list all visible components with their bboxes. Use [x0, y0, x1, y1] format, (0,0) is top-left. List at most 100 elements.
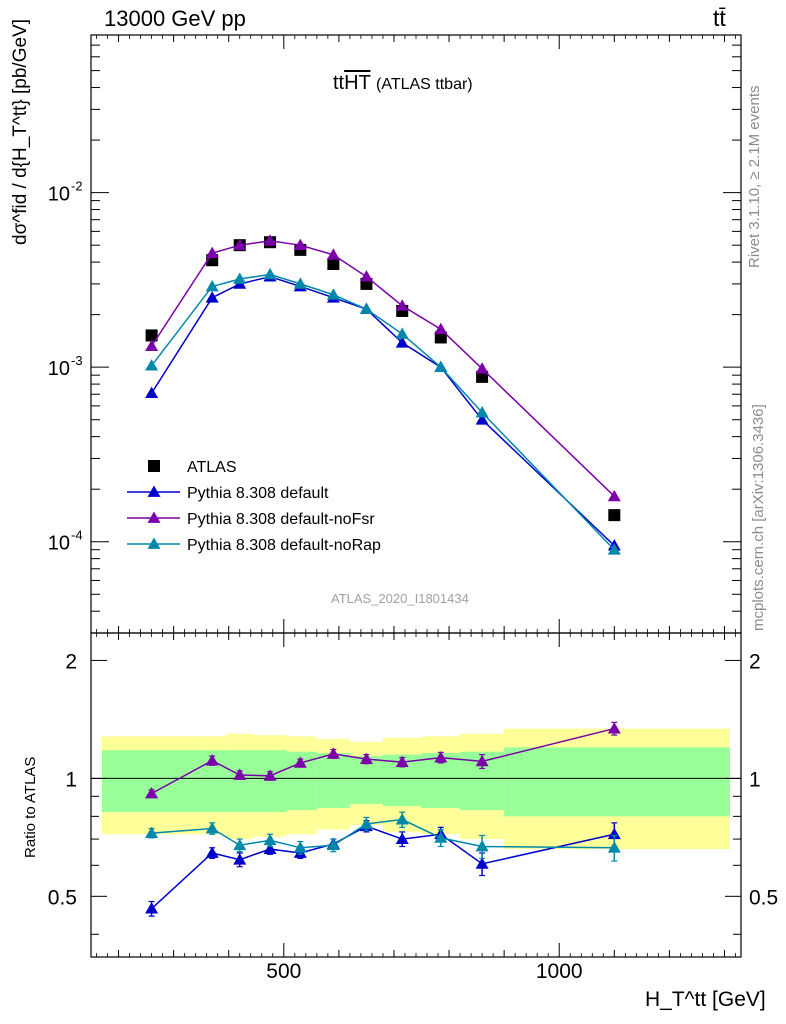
energy-label: 13000 GeV pp [104, 6, 246, 31]
band-inner-segment [102, 750, 202, 813]
y-tick-label: 10 [48, 184, 70, 206]
ratio-axis-label: Ratio to ATLAS [22, 756, 39, 858]
band-inner-segment [253, 750, 287, 813]
series-point-noFsr [359, 270, 373, 282]
legend-label-data: ATLAS [187, 459, 237, 476]
ratio-point-noRap [293, 841, 307, 853]
ratio-point-noRap [326, 838, 340, 851]
data-point-atlas [327, 258, 340, 271]
ratio-point-noFsr [263, 769, 277, 781]
legend-marker-noFsr [147, 511, 161, 523]
series-point-noRap [205, 279, 219, 292]
ratio-y-tick-label: 0.5 [48, 886, 77, 909]
plot-title: ttHT (ATLAS ttbar) [333, 72, 473, 95]
mcplots-label: mcplots.cern.ch [arXiv:1306.3436] [750, 404, 767, 631]
series-point-noRap [263, 267, 277, 280]
legend-label-noFsr: Pythia 8.308 default-noFsr [187, 511, 375, 528]
ratio-y-tick-label-right: 1 [749, 768, 761, 791]
plot-title-overline: HT [344, 72, 371, 94]
series-point-noRap [326, 288, 340, 300]
x-tick-label: 500 [266, 960, 301, 983]
ratio-point-default [475, 857, 489, 869]
series-point-noFsr [395, 299, 409, 311]
x-tick-label: 1000 [536, 960, 583, 983]
ratio-point-noRap [233, 838, 247, 851]
series-line-noFsr [150, 240, 615, 497]
ratio-point-noRap [145, 826, 159, 838]
series-point-noFsr [475, 362, 489, 374]
analysis-tag: ATLAS_2020_I1801434 [331, 591, 469, 606]
ratio-y-tick-label: 2 [65, 650, 77, 673]
series-point-noFsr [205, 246, 219, 259]
data-point-atlas [434, 331, 447, 344]
ratio-point-noFsr [326, 747, 340, 759]
legend-label-noRap: Pythia 8.308 default-noRap [187, 537, 381, 554]
data-point-atlas [608, 509, 621, 522]
ratio-y-tick-label: 1 [65, 768, 77, 791]
ratio-point-default [395, 832, 409, 844]
ratio-point-default [233, 853, 247, 865]
ratio-point-default [263, 842, 277, 854]
band-inner-segment [316, 753, 350, 809]
x-axis-label: H_T^tt [GeV] [645, 988, 766, 1011]
ratio-point-noRap [205, 821, 219, 834]
series-point-default [475, 413, 489, 425]
ratio-point-noRap [607, 841, 621, 853]
y-tick-exponent: -3 [71, 353, 83, 368]
data-point-atlas [145, 329, 158, 342]
y-tick-label: 10 [48, 533, 70, 555]
series-point-noFsr [434, 322, 448, 335]
band-inner-segment [225, 750, 254, 813]
process-label: tt̄ [713, 5, 726, 31]
y-tick-exponent: -2 [71, 179, 83, 194]
ratio-point-default [205, 846, 219, 858]
ratio-point-noFsr [475, 754, 489, 767]
series-point-noRap [293, 277, 307, 289]
plot-title-main: tt [333, 72, 345, 94]
plot-title-sub: (ATLAS ttbar) [376, 76, 473, 93]
series-point-default [395, 336, 409, 348]
ratio-point-noFsr [233, 768, 247, 780]
data-point-atlas [476, 370, 489, 383]
legend-label-default: Pythia 8.308 default [187, 485, 329, 502]
series-point-noRap [395, 327, 409, 339]
series-point-noRap [434, 360, 448, 373]
ratio-point-noFsr [293, 756, 307, 768]
series-point-noRap [233, 272, 247, 284]
legend-marker-noRap [147, 537, 161, 549]
ratio-point-default [145, 902, 159, 914]
series-point-noFsr [607, 489, 621, 502]
ratio-point-noFsr [205, 754, 219, 766]
ratio-point-noFsr [607, 722, 621, 734]
ratio-point-noRap [434, 831, 448, 843]
ratio-y-tick-label-right: 2 [749, 650, 761, 673]
series-line-default [150, 275, 615, 547]
series-point-noFsr [263, 234, 277, 246]
ratio-point-noRap [359, 817, 373, 829]
y-tick-label: 10 [48, 358, 70, 380]
series-point-noFsr [233, 238, 247, 251]
y-tick-exponent: -4 [71, 528, 83, 543]
ratio-point-default [607, 827, 621, 840]
series-point-noFsr [326, 248, 340, 260]
series-point-noRap [359, 302, 373, 315]
ratio-point-noFsr [395, 755, 409, 768]
ratio-point-noRap [475, 840, 489, 852]
band-inner-segment [504, 747, 730, 817]
series-point-noFsr [145, 339, 159, 352]
ratio-point-noFsr [434, 751, 448, 763]
ratio-point-noFsr [359, 752, 373, 764]
series-point-noRap [607, 543, 621, 555]
rivet-label: Rivet 3.1.10, ≥ 2.1M events [746, 85, 763, 269]
series-line-noRap [150, 273, 615, 551]
series-point-noFsr [293, 238, 307, 251]
ratio-y-tick-label-right: 0.5 [749, 886, 778, 909]
series-point-default [205, 291, 219, 303]
ratio-point-noRap [263, 833, 277, 846]
series-point-default [145, 386, 159, 399]
ratio-point-noFsr [145, 786, 159, 799]
legend-marker-data [148, 460, 160, 472]
series-point-noRap [475, 406, 489, 418]
series-point-noRap [145, 359, 159, 371]
